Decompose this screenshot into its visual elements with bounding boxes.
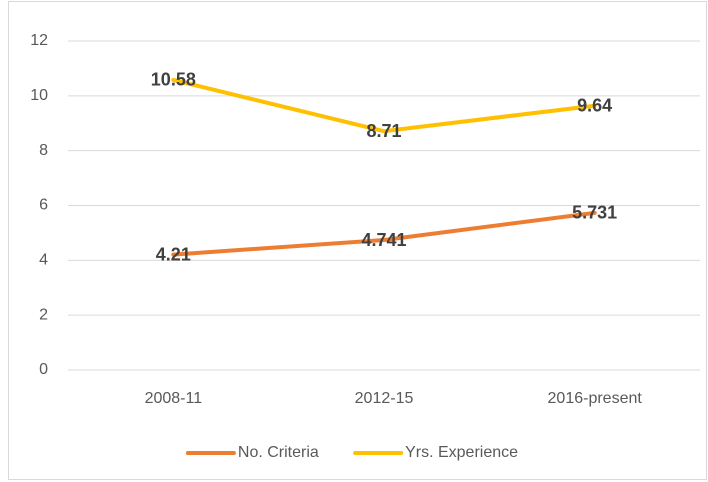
y-tick-label: 4 (39, 252, 48, 269)
data-label: 5.731 (572, 203, 617, 223)
data-label: 4.21 (156, 244, 191, 264)
legend-label: Yrs. Experience (405, 444, 518, 461)
data-label: 8.71 (366, 121, 401, 141)
data-label: 10.58 (151, 70, 196, 90)
y-tick-label: 2 (39, 306, 48, 323)
y-tick-label: 10 (30, 87, 48, 104)
y-tick-label: 0 (39, 361, 48, 378)
series-line (171, 77, 597, 134)
legend-label: No. Criteria (238, 444, 319, 461)
series-line (171, 210, 597, 257)
y-tick-label: 12 (30, 32, 48, 49)
x-tick-label: 2016-present (548, 390, 643, 407)
data-label: 4.741 (361, 230, 406, 250)
data-label: 9.64 (577, 95, 612, 115)
y-tick-label: 6 (39, 197, 48, 214)
x-tick-label: 2008-11 (145, 390, 203, 407)
x-tick-label: 2012-15 (355, 390, 414, 407)
y-tick-label: 8 (39, 142, 48, 159)
